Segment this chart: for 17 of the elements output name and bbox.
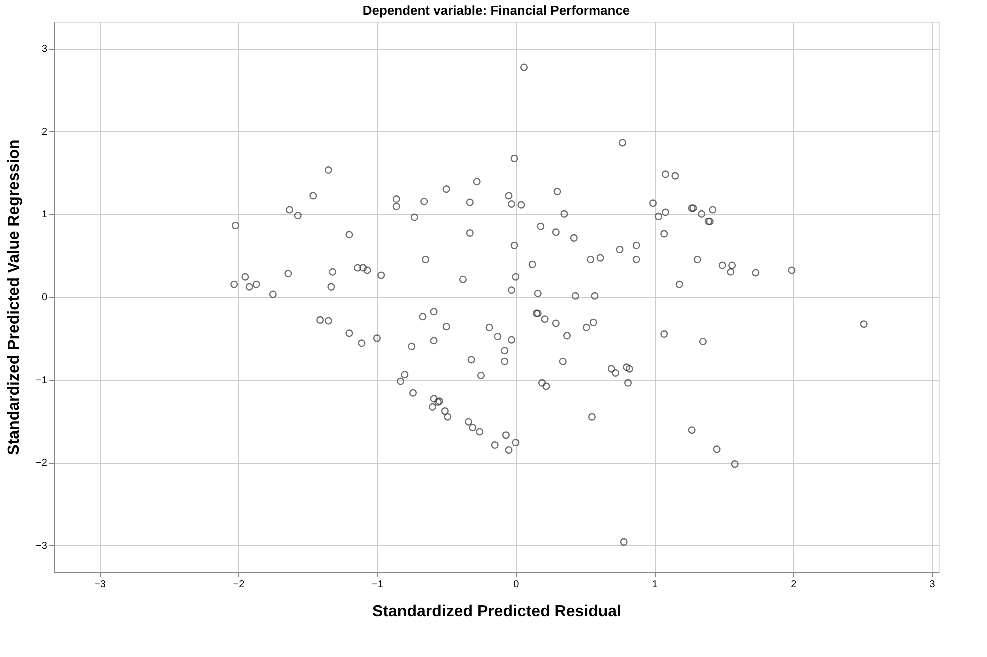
x-axis-title: Standardized Predicted Residual bbox=[372, 604, 622, 620]
y-tick-label: −1 bbox=[36, 375, 48, 386]
y-tick-label: −3 bbox=[36, 540, 48, 552]
y-tick-label: 0 bbox=[42, 292, 48, 304]
x-tick-label: 2 bbox=[791, 580, 798, 590]
y-tick-label: 3 bbox=[42, 44, 48, 56]
x-tick-label: −1 bbox=[372, 580, 384, 590]
y-tick-label: 2 bbox=[42, 126, 48, 138]
x-tick-label: 1 bbox=[652, 580, 658, 590]
y-tick-label: 1 bbox=[42, 210, 48, 221]
chart-title: Dependent variable: Financial Performance bbox=[362, 3, 630, 18]
x-tick-label: 3 bbox=[930, 580, 936, 590]
x-tick-label: −2 bbox=[233, 580, 246, 590]
y-tick-label: −2 bbox=[36, 458, 48, 470]
x-tick-label: 0 bbox=[514, 580, 520, 590]
y-axis-title: Standardized Predicted Value Regression bbox=[6, 140, 24, 456]
x-tick-label: −3 bbox=[94, 580, 106, 590]
